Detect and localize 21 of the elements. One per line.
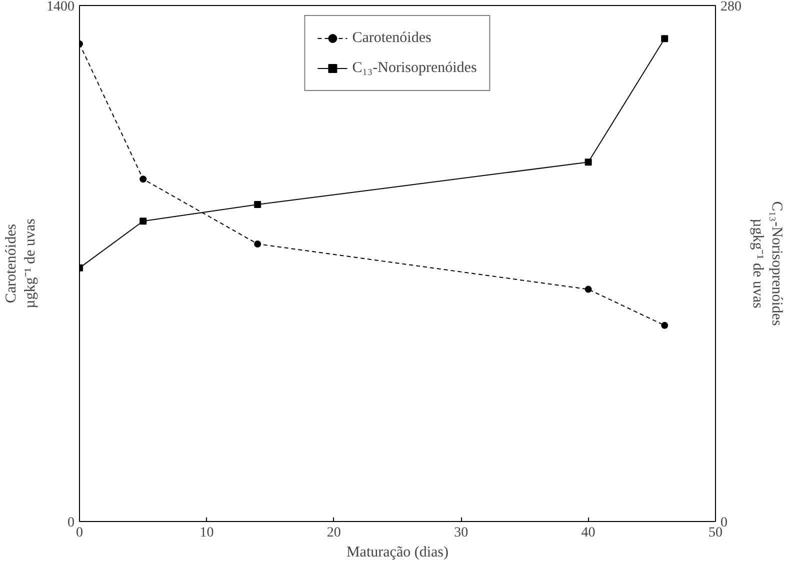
y2-axis-title: C₁₃-Norisoprenóides µgkg⁻¹ de uvas [750,201,785,326]
x-tick-label: 20 [326,526,341,540]
x-axis-title: Maturação (dias) [346,544,449,560]
point [584,286,592,293]
point [254,240,262,248]
legend-label: Carotenóides [352,30,432,46]
point [140,176,147,183]
point [584,158,592,166]
point [140,218,147,225]
x-tick-label: 40 [581,526,596,540]
point [661,35,668,42]
legend-label: C₁₃-Norisoprenóides [352,60,477,76]
x-tick-label: 10 [200,526,214,540]
point [661,322,668,329]
y2-tick-label: 0 [720,516,728,530]
x-tick-label: 30 [454,526,468,540]
x-tick-label: 50 [708,526,722,540]
y-tick-label: 1400 [46,0,74,14]
y-axis-title: Carotenóides µgkg⁻¹ de uvas [3,218,38,308]
point [254,201,262,208]
y2-tick-label: 280 [720,0,742,14]
